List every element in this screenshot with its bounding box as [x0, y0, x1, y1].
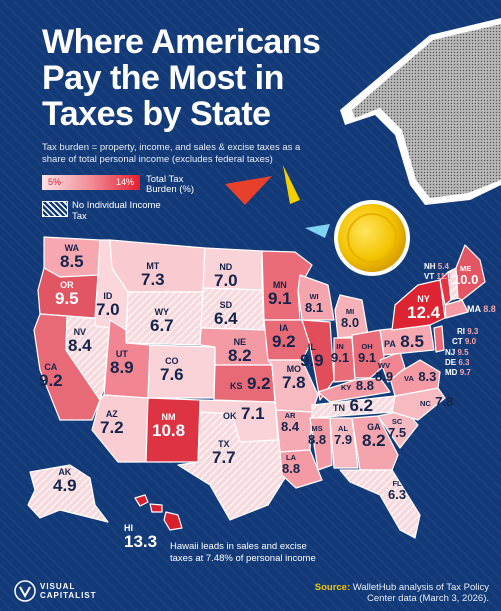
- visual-capitalist-logo-icon: [14, 580, 36, 602]
- coin-ring: [347, 213, 397, 263]
- label-VA: VA 8.3: [404, 369, 437, 384]
- state-GA[interactable]: [351, 415, 399, 471]
- state-ME[interactable]: [455, 244, 486, 301]
- label-LA: LA 8.8: [282, 453, 301, 476]
- legend-color-scale: [42, 175, 140, 190]
- label-AR: AR 8.4: [281, 411, 300, 434]
- brand-name: VISUAL CAPITALIST: [40, 582, 97, 600]
- label-DE: DE 6.3: [445, 358, 470, 367]
- state-VA[interactable]: [389, 359, 441, 397]
- state-WI[interactable]: [297, 274, 335, 321]
- spark-red: [225, 176, 272, 205]
- state-MS[interactable]: [309, 417, 333, 471]
- legend-scale-label: Total Tax Burden (%): [146, 174, 195, 195]
- label-UT: UT 8.9: [110, 349, 134, 377]
- source-note: Source: WalletHub analysis of Tax Policy…: [289, 582, 489, 604]
- label-NJ: NJ 9.5: [445, 348, 469, 357]
- label-OH: OH 9.1: [358, 342, 377, 365]
- label-ND: ND 7.0: [214, 262, 238, 290]
- label-MA: MA 8.8: [467, 304, 496, 314]
- label-NV: NV 8.4: [68, 327, 92, 355]
- label-CA: CA 9.2: [39, 362, 63, 390]
- label-GA: GA 8.2: [362, 422, 386, 450]
- state-KY[interactable]: [317, 377, 391, 403]
- label-SD: SD 6.4: [214, 300, 238, 328]
- label-TX: TX 7.7: [212, 439, 236, 467]
- source-label: Source:: [314, 582, 351, 593]
- subtitle: Tax burden = property, income, and sales…: [42, 142, 301, 165]
- label-CT: CT 9.0: [452, 337, 477, 346]
- label-OK: OK 7.1: [223, 404, 265, 423]
- brand-line-1: VISUAL: [40, 582, 76, 591]
- label-CO: CO 7.6: [160, 356, 184, 384]
- label-MS: MS 8.8: [308, 424, 327, 447]
- label-NM: NM 10.8: [152, 412, 186, 440]
- label-SC: SC 7.5: [388, 417, 407, 440]
- page-title: Where Americans Pay the Most in Taxes by…: [42, 24, 342, 132]
- state-MA[interactable]: [444, 299, 469, 319]
- hawaii-annotation: Hawaii leads in sales and excise taxes a…: [170, 541, 316, 564]
- state-NY[interactable]: [391, 279, 446, 331]
- label-AL: AL 7.9: [334, 424, 353, 447]
- label-ME: ME 10.0: [453, 264, 479, 287]
- label-AK: AK 4.9: [53, 467, 77, 495]
- legend-min-label: 5%: [48, 177, 62, 187]
- spark-yellow: [283, 165, 300, 204]
- brand-line-2: CAPITALIST: [40, 591, 97, 600]
- state-AK[interactable]: [27, 464, 109, 523]
- legend-hatch-swatch: [42, 201, 68, 217]
- label-WV: WV 8.9: [375, 361, 394, 384]
- label-OR: OR 9.5: [55, 280, 79, 308]
- label-HI: HI 13.3: [124, 523, 158, 551]
- label-NY: NY 12.4: [407, 294, 441, 322]
- label-TN: TN 6.2: [333, 396, 374, 415]
- hand-illustration: [340, 18, 501, 205]
- label-PA: PA 8.5: [384, 332, 424, 351]
- label-IN: IN 9.1: [331, 342, 350, 365]
- label-MD: MD 9.7: [445, 368, 471, 377]
- label-FL: FL 6.3: [388, 479, 407, 502]
- label-WY: WY 6.7: [150, 307, 174, 335]
- label-IA: IA 9.2: [272, 323, 296, 351]
- label-KY: KY 8.8: [341, 378, 374, 393]
- source-text: WalletHub analysis of Tax Policy Center …: [352, 582, 489, 604]
- label-WA: WA 8.5: [60, 243, 84, 271]
- legend-hatch-label: No Individual Income Tax: [72, 200, 161, 222]
- state-HI[interactable]: [134, 494, 183, 531]
- label-VT: VT 11.1: [424, 272, 452, 281]
- label-IL: IL 9.9: [300, 342, 324, 370]
- title-line-1: Where Americans: [42, 23, 321, 61]
- label-MI: MI 8.0: [341, 307, 360, 330]
- state-TX[interactable]: [177, 411, 291, 521]
- label-MO: MO 7.8: [282, 364, 306, 392]
- label-MT: MT 7.3: [141, 261, 165, 289]
- state-LA[interactable]: [279, 449, 323, 489]
- label-NC: NC 7.8: [420, 394, 454, 409]
- label-ID: ID 7.0: [96, 291, 120, 319]
- label-MN: MN 9.1: [268, 280, 292, 308]
- label-NH: NH 5.4: [424, 262, 449, 271]
- spark-blue: [305, 224, 330, 238]
- title-line-2: Pay the Most in: [42, 59, 284, 97]
- label-WI: WI 8.1: [305, 292, 324, 315]
- state-IA[interactable]: [263, 319, 311, 361]
- title-line-3: Taxes by State: [42, 95, 271, 133]
- label-KS: KS 9.2: [230, 374, 271, 393]
- state-AL[interactable]: [329, 417, 359, 469]
- state-NJ[interactable]: [433, 325, 445, 353]
- label-RI: RI 9.3: [457, 327, 479, 336]
- legend-max-label: 14%: [116, 177, 135, 187]
- state-OH[interactable]: [351, 329, 386, 379]
- label-AZ: AZ 7.2: [100, 409, 124, 437]
- label-NE: NE 8.2: [228, 337, 252, 365]
- state-FL[interactable]: [339, 469, 421, 539]
